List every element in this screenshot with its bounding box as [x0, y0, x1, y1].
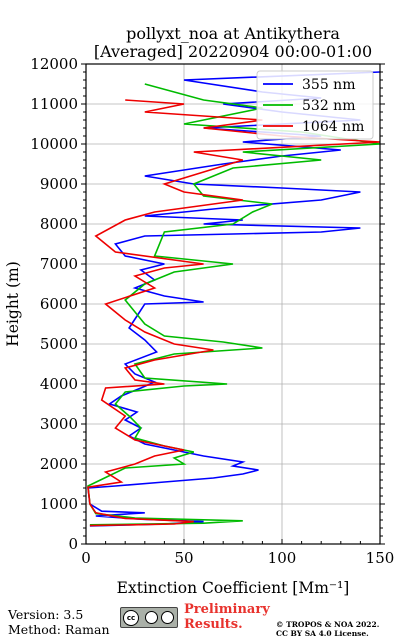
x-tick-label: 0 [81, 549, 91, 567]
x-tick-label: 50 [174, 549, 193, 567]
x-tick-label: 100 [268, 549, 297, 567]
y-tick-label: 1000 [40, 495, 78, 513]
copyright-line1: © TROPOS & NOA 2022. [276, 620, 380, 629]
chart-subtitle: [Averaged] 20220904 00:00-01:00 [93, 42, 373, 61]
version-label: Version: 3.5 [8, 607, 84, 622]
y-tick-label: 2000 [40, 455, 78, 473]
by-icon [145, 611, 158, 624]
legend-box [256, 70, 374, 140]
y-axis-label: Height (m) [4, 261, 22, 347]
cc-license-badge: cc [120, 607, 178, 628]
legend-label-3: 1064 nm [302, 119, 364, 135]
legend-label-2: 532 nm [302, 98, 355, 114]
y-tick-label: 8000 [40, 215, 78, 233]
extinction-profile-chart: 0 50 100 150 0 1000 2000 3000 4000 5000 6000 7000 80… [4, 55, 395, 597]
copyright-notice: © TROPOS & NOA 2022. CC BY SA 4.0 Licens… [276, 620, 379, 638]
y-tick-label: 12000 [30, 55, 78, 73]
x-axis-label: Extinction Coefficient [Mm⁻¹] [117, 579, 350, 597]
method-label: Method: Raman [8, 622, 110, 637]
copyright-line2: CC BY SA 4.0 License. [276, 629, 369, 638]
preliminary-notice: Preliminary Results. [184, 602, 270, 632]
y-tick-label: 5000 [40, 335, 78, 353]
series-line-3 [87, 99, 380, 527]
x-tick-label: 150 [366, 549, 395, 567]
preliminary-line2: Results. [184, 617, 243, 632]
y-tick-label: 0 [68, 535, 78, 553]
sa-icon [161, 611, 174, 624]
y-tick-label: 6000 [40, 295, 78, 313]
y-tick-label: 11000 [30, 95, 78, 113]
y-tick-label: 10000 [30, 135, 78, 153]
cc-icon: cc [123, 610, 139, 626]
series-line-2 [87, 83, 380, 526]
legend-label-1: 355 nm [302, 77, 355, 93]
y-tick-label: 9000 [40, 175, 78, 193]
y-tick-label: 4000 [40, 375, 78, 393]
y-tick-label: 3000 [40, 415, 78, 433]
preliminary-line1: Preliminary [184, 602, 270, 617]
chart-title: pollyxt_noa at Antikythera [126, 24, 340, 43]
y-tick-label: 7000 [40, 255, 78, 273]
